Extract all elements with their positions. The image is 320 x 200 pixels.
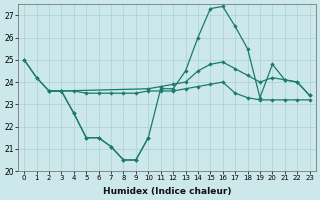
X-axis label: Humidex (Indice chaleur): Humidex (Indice chaleur)	[103, 187, 231, 196]
